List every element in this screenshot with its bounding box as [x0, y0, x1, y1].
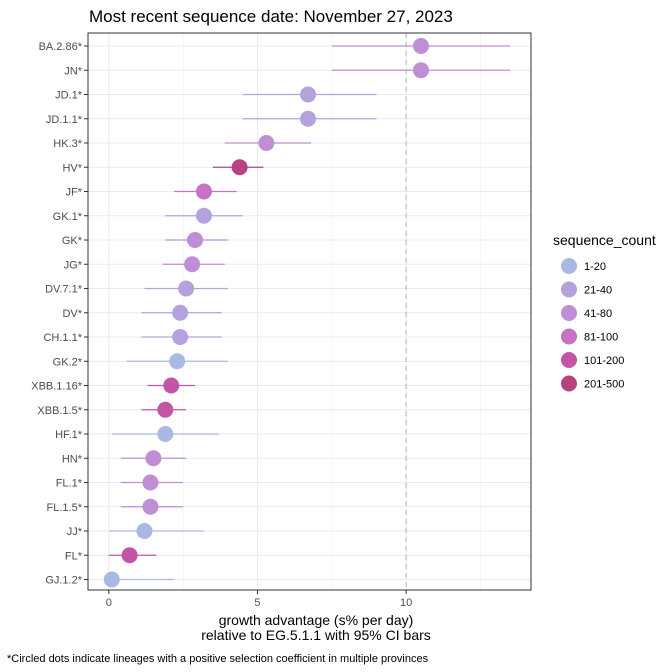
data-point	[142, 498, 159, 515]
legend-key	[561, 258, 577, 274]
data-point	[178, 280, 195, 297]
data-point	[172, 304, 189, 321]
y-tick-label: DV.7.1*	[45, 284, 83, 296]
y-tick-label: GK.1*	[53, 211, 83, 223]
y-tick-label: HF.1*	[55, 429, 83, 441]
y-tick-label: HV*	[62, 162, 82, 174]
plot-panel-border	[87, 32, 532, 591]
data-point	[412, 38, 429, 54]
y-tick-label: HN*	[62, 453, 83, 465]
y-tick-label: JD.1.1*	[46, 114, 83, 126]
data-point	[157, 401, 174, 418]
data-point	[121, 547, 138, 564]
y-tick-label: JJ*	[67, 526, 83, 538]
legend-label: 1-20	[584, 261, 606, 273]
data-point	[300, 86, 317, 103]
legend-key	[561, 352, 577, 368]
chart-title: Most recent sequence date: November 27, …	[89, 7, 453, 26]
y-tick-label: XBB.1.16*	[31, 381, 82, 393]
y-tick-label: BA.2.86*	[39, 41, 83, 53]
legend-title: sequence_count	[553, 232, 656, 248]
y-tick-label: XBB.1.5*	[37, 405, 82, 417]
y-axis-ticks: BA.2.86* JN* JD.1* JD.1.1* HK.3* HV* JF* GK.1* G…	[31, 41, 88, 587]
y-tick-label: FL.1*	[56, 478, 83, 490]
y-tick-label: FL*	[65, 550, 83, 562]
legend-label: 81-100	[584, 332, 618, 344]
legend-label: 21-40	[584, 285, 612, 297]
data-point	[187, 232, 204, 248]
legend-key	[561, 375, 577, 392]
data-point	[163, 377, 180, 394]
data-point	[258, 135, 275, 151]
data-point	[300, 110, 317, 127]
legend-key	[561, 281, 577, 298]
legend: sequence_count 1-20 21-40 41-80 81-100 101-2…	[553, 232, 656, 392]
legend-label: 101-200	[584, 355, 624, 367]
legend-key	[561, 305, 577, 321]
data-point	[142, 474, 159, 491]
data-point	[412, 62, 429, 79]
y-tick-label: HK.3*	[53, 138, 82, 150]
y-tick-label: GJ.1.2*	[45, 575, 82, 587]
x-tick-label: 5	[254, 597, 260, 609]
legend-key	[561, 328, 577, 345]
grid-lines	[88, 33, 531, 590]
y-tick-label: GK*	[62, 235, 83, 247]
legend-label: 201-500	[584, 379, 624, 391]
y-tick-label: JG*	[64, 259, 83, 271]
data-point	[136, 523, 153, 539]
data-point	[195, 207, 212, 224]
footnote: *Circled dots indicate lineages with a p…	[7, 653, 429, 665]
data-point	[195, 183, 212, 200]
data-point	[103, 571, 120, 588]
y-tick-label: GK.2*	[53, 356, 83, 368]
data-point	[145, 450, 162, 467]
x-tick-label: 10	[400, 597, 412, 609]
x-axis-sublabel: relative to EG.5.1.1 with 95% CI bars	[201, 627, 431, 643]
y-tick-label: CH.1.1*	[43, 332, 82, 344]
data-point	[172, 329, 189, 345]
y-tick-label: JF*	[66, 187, 83, 199]
x-tick-label: 0	[106, 597, 112, 609]
legend-label: 41-80	[584, 308, 612, 320]
y-tick-label: JN*	[64, 65, 82, 77]
y-tick-label: FL.1.5*	[47, 502, 83, 514]
y-tick-label: DV*	[62, 308, 82, 320]
data-points	[103, 38, 429, 588]
data-point	[184, 256, 201, 273]
data-point	[157, 426, 174, 442]
y-tick-label: JD.1*	[55, 90, 83, 102]
x-axis-label: growth advantage (s% per day)	[219, 612, 414, 628]
data-point	[169, 353, 186, 370]
x-axis-ticks: 0 5 10	[106, 590, 412, 609]
data-point	[231, 159, 248, 176]
